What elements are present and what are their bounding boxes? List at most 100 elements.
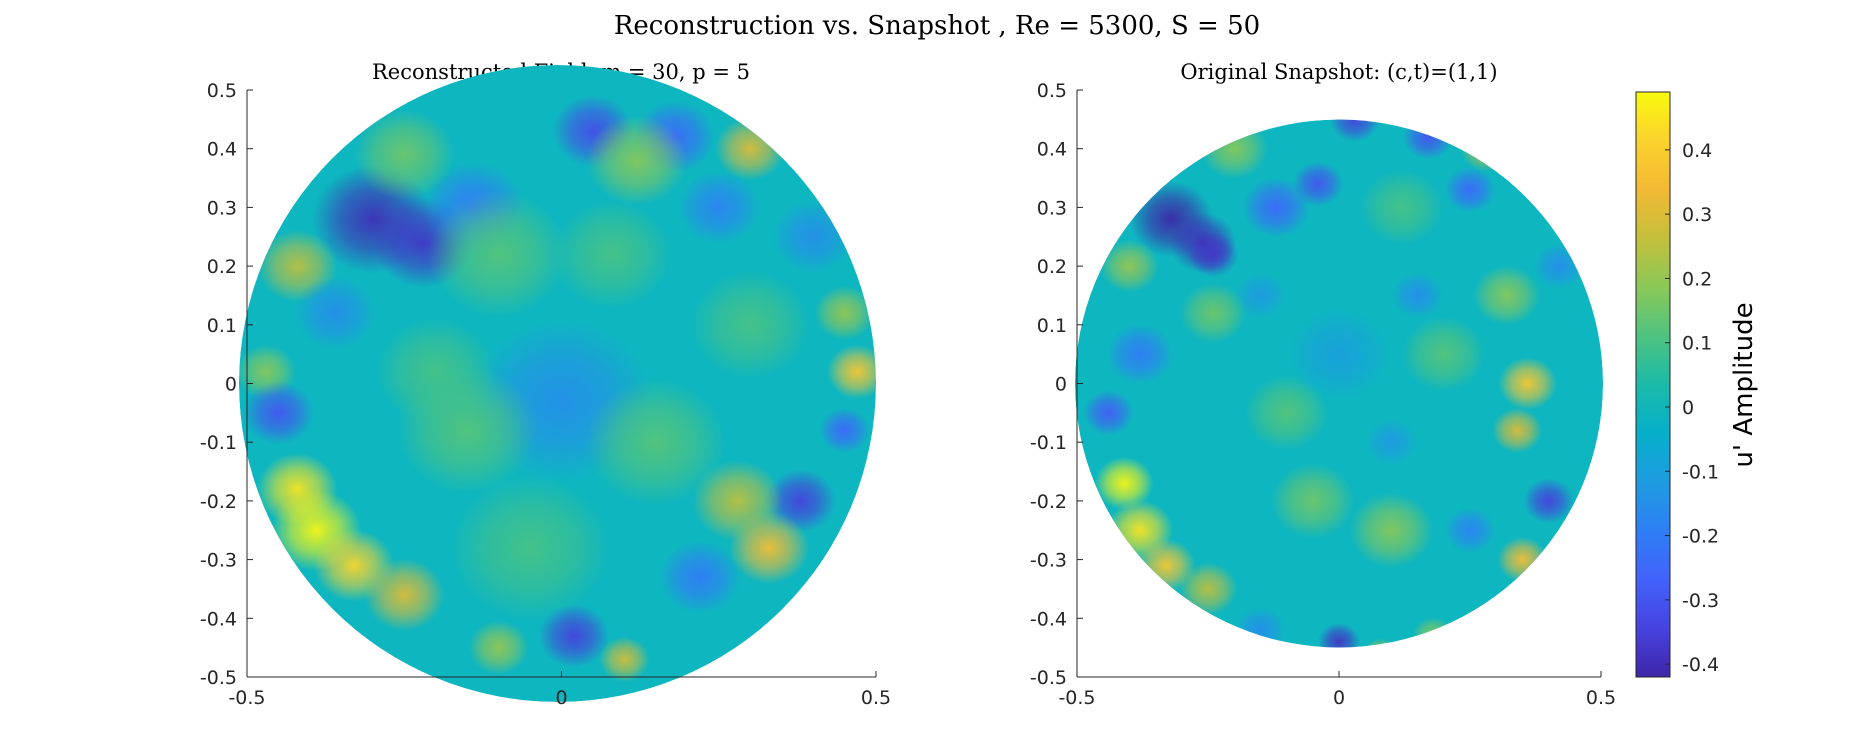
- field-blob: [1392, 272, 1443, 319]
- y-tick-label: 0.3: [1037, 197, 1067, 219]
- field-blob: [1178, 562, 1238, 616]
- x-tick-label: 0: [1333, 687, 1345, 709]
- field-blob: [1100, 239, 1159, 293]
- y-tick-label: 0.5: [207, 80, 237, 102]
- field-blob: [243, 381, 314, 445]
- field-blob: [659, 540, 741, 614]
- field-blob: [1497, 536, 1548, 583]
- y-tick-label: -0.3: [200, 550, 237, 572]
- field-blob: [1235, 272, 1286, 319]
- field-blob: [363, 558, 445, 632]
- colorbar-tick-label: -0.1: [1682, 461, 1719, 483]
- field-blob: [1288, 308, 1390, 400]
- field-blob: [449, 475, 611, 621]
- field-blob: [1106, 323, 1174, 385]
- field-blob: [1533, 243, 1585, 289]
- y-tick-label: -0.5: [1030, 667, 1067, 689]
- panel-reconstructed: Reconstructed Field: m = 30, p = 5 0.50.…: [200, 60, 891, 709]
- field-blob: [586, 115, 688, 206]
- y-tick-label: 0.2: [207, 256, 237, 278]
- field-map-original: [1075, 119, 1603, 648]
- field-blob: [294, 276, 376, 350]
- field-blob: [1235, 607, 1286, 648]
- field-blob: [689, 270, 811, 380]
- y-tick-label: -0.4: [1030, 608, 1067, 630]
- colorbar-tick-label: 0.4: [1682, 140, 1712, 162]
- y-tick-label: 0.4: [1037, 139, 1067, 161]
- x-tick-label: 0.5: [1586, 687, 1616, 709]
- field-blob: [772, 200, 854, 273]
- field-map-reconstructed: [239, 65, 876, 702]
- colorbar-tick-label: 0.1: [1682, 333, 1712, 355]
- y-tick-label: 0: [225, 374, 237, 396]
- field-blob: [1242, 177, 1310, 238]
- colorbar-gradient: [1635, 91, 1671, 678]
- field-blob: [1329, 119, 1380, 142]
- field-blob: [1094, 456, 1154, 510]
- field-blob: [1401, 316, 1486, 392]
- figure-title: Reconstruction vs. Snapshot , Re = 5300,…: [614, 11, 1260, 41]
- field-blob: [1364, 638, 1398, 648]
- x-tick-label: 0: [555, 687, 567, 709]
- field-blob: [678, 171, 760, 244]
- field-blob: [1523, 478, 1574, 524]
- field-blob: [1473, 265, 1541, 326]
- colorbar-tick-label: 0.2: [1682, 268, 1712, 290]
- field-blob: [1179, 282, 1247, 344]
- field-blobs: [239, 94, 876, 683]
- field-blob: [1349, 492, 1434, 568]
- field-blob: [1366, 419, 1417, 465]
- y-tick-label: -0.3: [1030, 550, 1067, 572]
- field-blob: [1492, 407, 1543, 454]
- y-tick-label: -0.4: [200, 608, 237, 630]
- colorbar-tick-label: -0.2: [1682, 526, 1719, 548]
- field-blob: [375, 317, 497, 427]
- field-blob: [599, 636, 650, 683]
- y-tick-label: -0.1: [200, 432, 237, 454]
- x-tick-label: -0.5: [228, 687, 265, 709]
- field-blob: [1359, 169, 1444, 246]
- axes-reconstructed: 0.5 0.4 0.3 0.2 0.1 0 -0.1 -0.2 -0.3 -0.4 -0.5-0.5…: [200, 80, 891, 709]
- field-blob: [1270, 463, 1355, 539]
- y-tick-label: 0.4: [207, 139, 237, 161]
- field-blob: [692, 460, 783, 542]
- y-tick-label: 0: [1055, 374, 1067, 396]
- field-blob: [1402, 119, 1454, 160]
- y-tick-label: 0.5: [1037, 80, 1067, 102]
- field-blob: [1444, 167, 1496, 213]
- x-tick-label: 0.5: [861, 687, 891, 709]
- field-blob: [1412, 617, 1455, 648]
- field-blob: [1498, 357, 1557, 410]
- panel-title-original: Original Snapshot: (c,t)=(1,1): [1180, 60, 1497, 84]
- colorbar-label: u' Amplitude: [1729, 302, 1759, 467]
- field-blob: [814, 285, 875, 341]
- y-tick-label: 0.2: [1037, 256, 1067, 278]
- colorbar: u' Amplitude 0.4 0.3 0.2 0.1 0 -0.1 -0.2 -0.3 -0…: [1635, 91, 1759, 678]
- colorbar-tick-label: -0.3: [1682, 590, 1719, 612]
- y-tick-label: -0.5: [200, 667, 237, 689]
- field-blob: [538, 604, 610, 668]
- field-blob: [585, 378, 727, 506]
- colorbar-tick-label: -0.4: [1682, 654, 1719, 676]
- field-blob: [826, 344, 876, 399]
- y-tick-label: -0.1: [1030, 432, 1067, 454]
- field-blob: [1188, 231, 1239, 277]
- colorbar-tick-label: 0.3: [1682, 204, 1712, 226]
- field-blob: [1292, 161, 1344, 207]
- field-blob: [353, 109, 455, 200]
- x-tick-label: -0.5: [1058, 687, 1095, 709]
- y-tick-label: -0.2: [1030, 491, 1067, 513]
- field-blob: [1200, 119, 1268, 179]
- field-blob: [819, 407, 870, 454]
- field-blob: [1318, 622, 1360, 648]
- y-tick-label: 0.1: [207, 315, 237, 337]
- field-blob: [1244, 375, 1329, 451]
- field-blob: [1460, 126, 1511, 172]
- field-blob: [1083, 390, 1134, 436]
- colorbar-tick-label: 0: [1682, 397, 1694, 419]
- y-tick-label: 0.3: [207, 197, 237, 219]
- axes-original: 0.5 0.4 0.3 0.2 0.1 0 -0.1 -0.2 -0.3 -0.4 -0.5-0.5…: [1030, 80, 1616, 709]
- y-tick-label: -0.2: [200, 491, 237, 513]
- panel-original: Original Snapshot: (c,t)=(1,1) 0.5 0.4 0.3…: [1030, 60, 1616, 709]
